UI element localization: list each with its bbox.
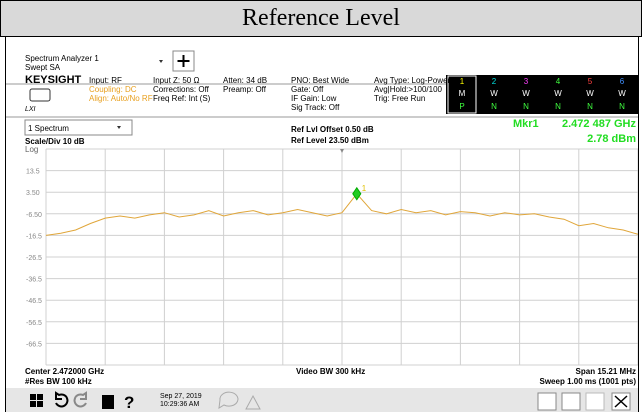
y-tick-label: -16.5 [26,233,42,240]
trace-detector: N [555,102,561,111]
keypad-icon[interactable] [537,392,557,411]
y-tick-label: -66.5 [26,341,42,348]
trace-number: 6 [620,77,625,86]
trace-type: W [490,89,498,98]
status-text: Corrections: Off [153,85,209,94]
time: 10:29:36 AM [160,401,200,408]
trace [45,193,638,236]
trace-type: W [586,89,594,98]
status-text: Avg Type: Log-Power [374,76,451,85]
trace-detector: P [459,102,464,111]
marker-level: 2.78 dBm [587,133,636,145]
trace-type: W [554,89,562,98]
analyzer-screen: ? 1 M P 2 W N 3 W N 4 W N 5 W N 6 W N 13.5 3.50 -6.50 -16.5 -2… [5,37,639,412]
y-tick-label: -46.5 [26,298,42,305]
fullscreen-glyph [614,395,628,408]
center-arrow [340,149,344,153]
trace-number: 3 [524,77,529,86]
status-text: Align: Auto/No RF [89,94,153,103]
ref-offset: Ref Lvl Offset 0.50 dB [291,125,374,134]
trace-detector: N [587,102,593,111]
undo-icon[interactable] [55,391,69,408]
trace-type: M [459,89,466,98]
status-text: Sig Track: Off [291,103,340,112]
status-text: Preamp: Off [223,85,266,94]
y-tick-label: 3.50 [26,190,40,197]
window-name: 1 Spectrum [28,124,69,133]
dropdown-arrow [117,126,121,129]
trace-number: 1 [460,77,465,86]
trace-number: 2 [492,77,497,86]
screen-graphics: ? 1MP2WN3WN4WN5WN6WN13.53.50-6.50-16.5-2… [6,37,638,412]
y-tick-label: -36.5 [26,277,42,284]
ref-level: Ref Level 23.50 dBm [291,136,369,145]
marker-frequency: 2.472 487 GHz [562,118,636,130]
dropdown-arrow[interactable] [159,60,163,63]
trace-type: W [522,89,530,98]
alert-icon[interactable] [245,394,261,410]
help-icon[interactable]: ? [124,393,134,412]
trace-number: 4 [556,77,561,86]
status-text: Atten: 34 dB [223,76,268,85]
file-icon[interactable] [102,395,114,409]
scale: Scale/Div 10 dB [25,137,85,146]
res-bw: #Res BW 100 kHz [25,377,92,386]
window-select[interactable] [24,119,133,136]
layout-icon[interactable] [585,392,605,411]
trace-panel [446,75,638,114]
lxi-logo: LXI [25,106,36,113]
status-text: Input Z: 50 Ω [153,76,200,85]
center-freq: Center 2.472000 GHz [25,367,105,376]
status-text: Trig: Free Run [374,94,426,103]
title-bar: Reference Level [0,0,642,37]
date: Sep 27, 2019 [160,393,202,400]
status-text: Avg|Hold:>100/100 [374,85,442,94]
status-text: PNO: Best Wide [291,76,350,85]
status-text: Gate: Off [291,85,324,94]
y-tick-label: -6.50 [26,212,42,219]
marker-id: 1 [362,184,367,193]
status-text: IF Gain: Low [291,94,337,103]
trace-type: W [618,89,626,98]
redo-icon[interactable] [73,391,87,408]
windows-icon[interactable] [30,394,43,407]
brand: KEYSIGHT [25,74,82,86]
video-bw: Video BW 300 kHz [296,367,366,376]
status-text: Input: RF [89,76,122,85]
y-tick-label: -26.5 [26,255,42,262]
sweep: Sweep 1.00 ms (1001 pts) [539,377,637,386]
marker-name: Mkr1 [513,118,539,130]
trace-number: 5 [588,77,593,86]
y-tick-label: 13.5 [26,169,40,176]
plus-icon [177,55,190,67]
span: Span 15.21 MHz [575,367,636,376]
touch-icon[interactable] [561,392,581,411]
scale-type: Log [25,145,39,154]
status-text: Freq Ref: Int (S) [153,94,211,103]
app-name: Spectrum Analyzer 1 [25,54,99,63]
y-tick-label: -56.5 [26,320,42,327]
trace-detector: N [491,102,497,111]
marker [352,186,362,201]
active-trace[interactable] [447,75,477,114]
trace-detector: N [523,102,529,111]
trace-detector: N [619,102,625,111]
key-icon[interactable] [29,88,51,102]
chat-icon[interactable] [218,391,239,409]
app-mode: Swept SA [25,63,61,72]
status-text: Coupling: DC [89,85,137,94]
